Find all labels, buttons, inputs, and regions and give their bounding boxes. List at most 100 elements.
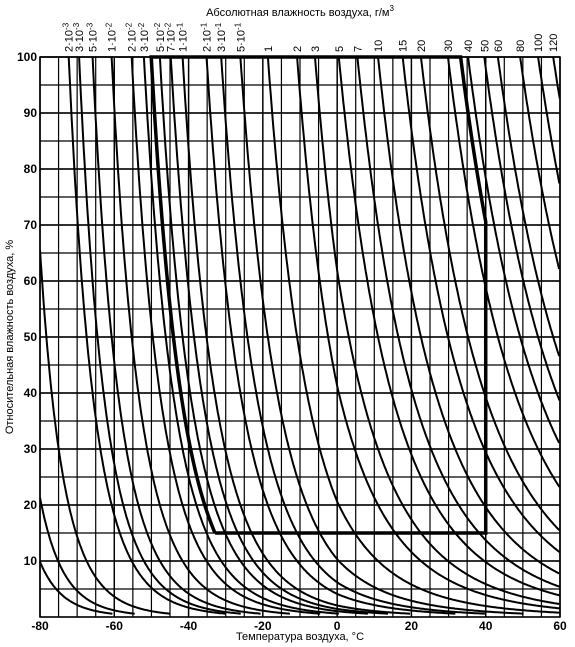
curve-label-exp: -1	[214, 22, 223, 30]
x-tick-label: 40	[479, 619, 493, 633]
curve-label-text: 5	[334, 46, 346, 52]
curve-label-text: 3	[310, 46, 322, 52]
humidity-curve	[142, 57, 339, 615]
x-tick-label: -40	[180, 619, 198, 633]
curve-label: 5·10-3	[86, 22, 100, 52]
humidity-curve	[467, 57, 560, 444]
humidity-curve	[78, 57, 241, 615]
x-tick-label: 0	[334, 619, 341, 633]
humidity-curve	[158, 57, 368, 615]
curve-label-text: 2	[292, 46, 304, 52]
curve-label-text: 1·10	[178, 30, 190, 52]
curve-label: 5·10-2	[153, 22, 167, 52]
y-tick-label: 70	[24, 218, 38, 232]
humidity-curve	[40, 497, 135, 615]
curve-label: 10	[373, 40, 385, 52]
humidity-curve	[40, 561, 113, 615]
curve-label-exp: -1	[200, 22, 209, 30]
top-axis-title: Абсолютная влажность воздуха, г/м3	[206, 4, 394, 19]
curve-label: 5·10-1	[233, 22, 247, 52]
curve-label-text: 20	[416, 40, 428, 52]
humidity-curve	[337, 57, 560, 597]
y-tick-label: 60	[24, 274, 38, 288]
x-tick-label: -80	[31, 619, 49, 633]
humidity-curve	[130, 57, 321, 615]
curve-label-exp: -2	[125, 22, 134, 30]
curve-label: 1·10-2	[105, 22, 119, 52]
curve-label: 5	[334, 46, 346, 52]
curve-label: 2·10-3	[62, 22, 76, 52]
curve-label: 3·10-2	[137, 22, 151, 52]
curve-label: 7·10-2	[164, 22, 178, 52]
curve-label-text: 1	[263, 46, 275, 52]
curve-label: 3·10-3	[72, 22, 86, 52]
curve-label-exp: -1	[233, 22, 242, 30]
curve-label: 3	[310, 46, 322, 52]
humidity-curve	[220, 57, 486, 615]
curve-label: 7	[352, 46, 364, 52]
top-axis-title-sup: 3	[389, 4, 394, 13]
curve-label-text: 2·10	[202, 30, 214, 52]
curve-label-text: 10	[373, 40, 385, 52]
humidity-curve	[67, 57, 226, 615]
curve-label: 3·10-1	[214, 22, 228, 52]
humidity-curve	[537, 57, 560, 184]
plot-area	[40, 57, 560, 615]
curve-label-exp: -2	[105, 22, 114, 30]
curve-label-text: 7	[352, 46, 364, 52]
curve-label-text: 5·10	[235, 30, 247, 52]
curve-label-text: 3·10	[139, 30, 151, 52]
y-axis-title: Относительная влажность воздуха, %	[4, 240, 16, 434]
curve-label-text: 5·10	[88, 30, 100, 52]
humidity-curve	[496, 57, 560, 357]
y-tick-label: 100	[17, 50, 37, 64]
humidity-curve	[356, 57, 560, 588]
curve-label: 15	[398, 40, 410, 52]
humidity-curve	[266, 57, 560, 614]
y-tick-label: 90	[24, 106, 38, 120]
curve-label-text: 3·10	[216, 30, 228, 52]
curve-label: 2·10-1	[200, 22, 214, 52]
humidity-curve	[91, 57, 261, 615]
curve-label-text: 60	[493, 40, 505, 52]
humidity-curve	[40, 249, 171, 615]
curve-label: 20	[416, 40, 428, 52]
curve-label-text: 80	[515, 40, 527, 52]
curve-label-text: 50	[479, 40, 491, 52]
humidity-curve	[519, 57, 560, 270]
humidity-curve	[239, 57, 524, 615]
curve-label-text: 2·10	[127, 30, 139, 52]
x-tick-label: -60	[106, 619, 124, 633]
curve-label: 1·10-1	[176, 22, 190, 52]
curve-label: 50	[479, 40, 491, 52]
curve-label-text: 100	[533, 34, 545, 52]
y-tick-label: 40	[24, 386, 38, 400]
curve-label-exp: -3	[62, 22, 71, 30]
curve-label: 2·10-2	[125, 22, 139, 52]
humidity-curve	[181, 57, 411, 615]
y-tick-label: 20	[24, 498, 38, 512]
curve-label: 2	[292, 46, 304, 52]
curve-label: 1	[263, 46, 275, 52]
top-axis-title-text: Абсолютная влажность воздуха, г/м	[206, 7, 389, 19]
curve-label-text: 3·10	[74, 30, 86, 52]
y-tick-label: 30	[24, 442, 38, 456]
curve-label-text: 30	[443, 40, 455, 52]
humidity-curve	[401, 57, 560, 553]
humidity-curve	[377, 57, 560, 575]
curve-label-text: 1·10	[107, 30, 119, 52]
curve-label-text: 120	[548, 34, 560, 52]
humidity-curve	[314, 57, 560, 605]
curve-label-text: 15	[398, 40, 410, 52]
humidity-curve	[447, 57, 560, 488]
curve-label: 40	[463, 40, 475, 52]
y-tick-label: 10	[24, 554, 38, 568]
curve-label-text: 7·10	[166, 30, 178, 52]
curve-label: 120	[548, 34, 560, 52]
plot-frame	[39, 56, 561, 618]
curve-label: 60	[493, 40, 505, 52]
x-tick-label: 60	[553, 619, 567, 633]
operating-region	[149, 55, 488, 535]
x-tick-label: -20	[254, 619, 272, 633]
